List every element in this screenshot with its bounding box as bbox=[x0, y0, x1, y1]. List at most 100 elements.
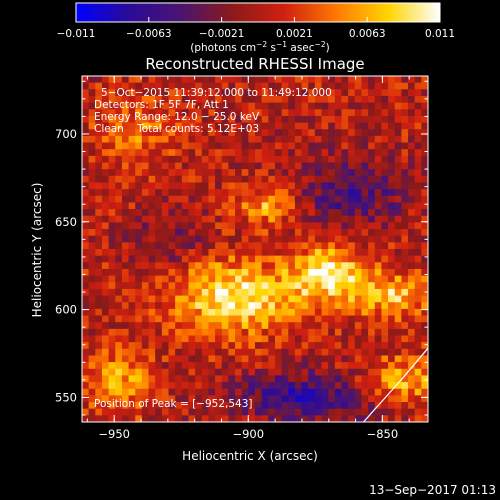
heatmap-cell bbox=[141, 149, 149, 157]
heatmap-cell bbox=[381, 348, 389, 356]
heatmap-cell bbox=[374, 322, 382, 330]
heatmap-cell bbox=[95, 255, 103, 263]
heatmap-cell bbox=[115, 388, 123, 396]
heatmap-cell bbox=[135, 76, 143, 84]
heatmap-cell bbox=[308, 348, 316, 356]
heatmap-cell bbox=[341, 262, 349, 270]
heatmap-cell bbox=[188, 335, 196, 343]
heatmap-cell bbox=[135, 288, 143, 296]
heatmap-cell bbox=[155, 342, 163, 350]
heatmap-cell bbox=[281, 302, 289, 310]
heatmap-cell bbox=[82, 262, 90, 270]
heatmap-cell bbox=[95, 328, 103, 336]
heatmap-cell bbox=[388, 175, 396, 183]
heatmap-cell bbox=[148, 182, 156, 190]
heatmap-cell bbox=[241, 302, 249, 310]
heatmap-cell bbox=[168, 262, 176, 270]
heatmap-cell bbox=[388, 375, 396, 383]
heatmap-cell bbox=[88, 288, 96, 296]
heatmap-cell bbox=[288, 402, 296, 410]
heatmap-cell bbox=[155, 395, 163, 403]
heatmap-cell bbox=[361, 122, 369, 130]
heatmap-cell bbox=[348, 328, 356, 336]
heatmap-cell bbox=[354, 355, 362, 363]
heatmap-cell bbox=[175, 242, 183, 250]
heatmap-cell bbox=[181, 222, 189, 230]
heatmap-cell bbox=[314, 149, 322, 157]
heatmap-cell bbox=[274, 189, 283, 197]
heatmap-cell bbox=[281, 402, 289, 410]
heatmap-cell bbox=[255, 89, 263, 97]
heatmap-cell bbox=[121, 122, 129, 130]
heatmap-cell bbox=[201, 342, 209, 350]
heatmap-cell bbox=[288, 255, 296, 263]
heatmap-cell bbox=[348, 89, 356, 97]
heatmap-cell bbox=[421, 408, 428, 416]
heatmap-cell bbox=[301, 229, 309, 237]
heatmap-cell bbox=[141, 275, 149, 283]
heatmap-cell bbox=[401, 169, 409, 177]
heatmap-cell bbox=[148, 335, 156, 343]
heatmap-cell bbox=[328, 215, 336, 223]
heatmap-cell bbox=[101, 288, 110, 296]
heatmap-cell bbox=[294, 415, 302, 422]
heatmap-cell bbox=[394, 315, 402, 323]
heatmap-cell bbox=[155, 242, 163, 250]
heatmap-cell bbox=[175, 348, 183, 356]
heatmap-cell bbox=[401, 189, 409, 197]
heatmap-cell bbox=[148, 328, 156, 336]
heatmap-cell bbox=[255, 209, 263, 217]
annotation-detectors: Detectors: 1F 5F 7F, Att 1 bbox=[94, 99, 229, 111]
heatmap-cell bbox=[195, 415, 203, 422]
heatmap-cell bbox=[135, 335, 143, 343]
heatmap-cell bbox=[361, 229, 369, 237]
heatmap-cell bbox=[121, 255, 129, 263]
heatmap-cell bbox=[215, 262, 223, 270]
chart-title: Reconstructed RHESSI Image bbox=[145, 55, 364, 73]
heatmap-cell bbox=[121, 82, 129, 90]
heatmap-cell bbox=[221, 408, 229, 416]
heatmap-cell bbox=[88, 295, 96, 303]
heatmap-cell bbox=[201, 328, 209, 336]
heatmap-cell bbox=[235, 255, 243, 263]
heatmap-cell bbox=[195, 375, 203, 383]
heatmap-cell bbox=[368, 76, 376, 84]
heatmap-cell bbox=[314, 288, 322, 296]
heatmap-cell bbox=[148, 322, 156, 330]
heatmap-cell bbox=[155, 408, 163, 416]
heatmap-cell bbox=[401, 109, 409, 117]
heatmap-cell bbox=[288, 288, 296, 296]
heatmap-cell bbox=[215, 149, 223, 157]
heatmap-cell bbox=[341, 342, 349, 350]
heatmap-cell bbox=[228, 262, 236, 270]
heatmap-cell bbox=[181, 189, 189, 197]
heatmap-cell bbox=[281, 175, 289, 183]
heatmap-cell bbox=[141, 255, 149, 263]
heatmap-cell bbox=[421, 162, 428, 170]
heatmap-cell bbox=[101, 335, 110, 343]
heatmap-cell bbox=[155, 215, 163, 223]
heatmap-cell bbox=[354, 215, 362, 223]
heatmap-cell bbox=[141, 122, 149, 130]
heatmap-cell bbox=[341, 175, 349, 183]
heatmap-cell bbox=[394, 288, 402, 296]
heatmap-cell bbox=[215, 395, 223, 403]
heatmap-cell bbox=[301, 222, 309, 230]
heatmap-cell bbox=[128, 375, 136, 383]
heatmap-cell bbox=[188, 295, 196, 303]
heatmap-cell bbox=[115, 209, 123, 217]
heatmap-cell bbox=[354, 322, 362, 330]
heatmap-cell bbox=[374, 288, 382, 296]
heatmap-cell bbox=[274, 242, 283, 250]
x-tick-label: −900 bbox=[232, 427, 264, 441]
heatmap-cell bbox=[101, 322, 110, 330]
heatmap-cell bbox=[261, 355, 269, 363]
heatmap-cell bbox=[361, 382, 369, 390]
heatmap-cell bbox=[328, 115, 336, 123]
heatmap-cell bbox=[354, 402, 362, 410]
heatmap-cell bbox=[308, 388, 316, 396]
heatmap-cell bbox=[201, 209, 209, 217]
heatmap-cell bbox=[374, 308, 382, 316]
heatmap-cell bbox=[221, 362, 229, 370]
heatmap-cell bbox=[88, 182, 96, 190]
